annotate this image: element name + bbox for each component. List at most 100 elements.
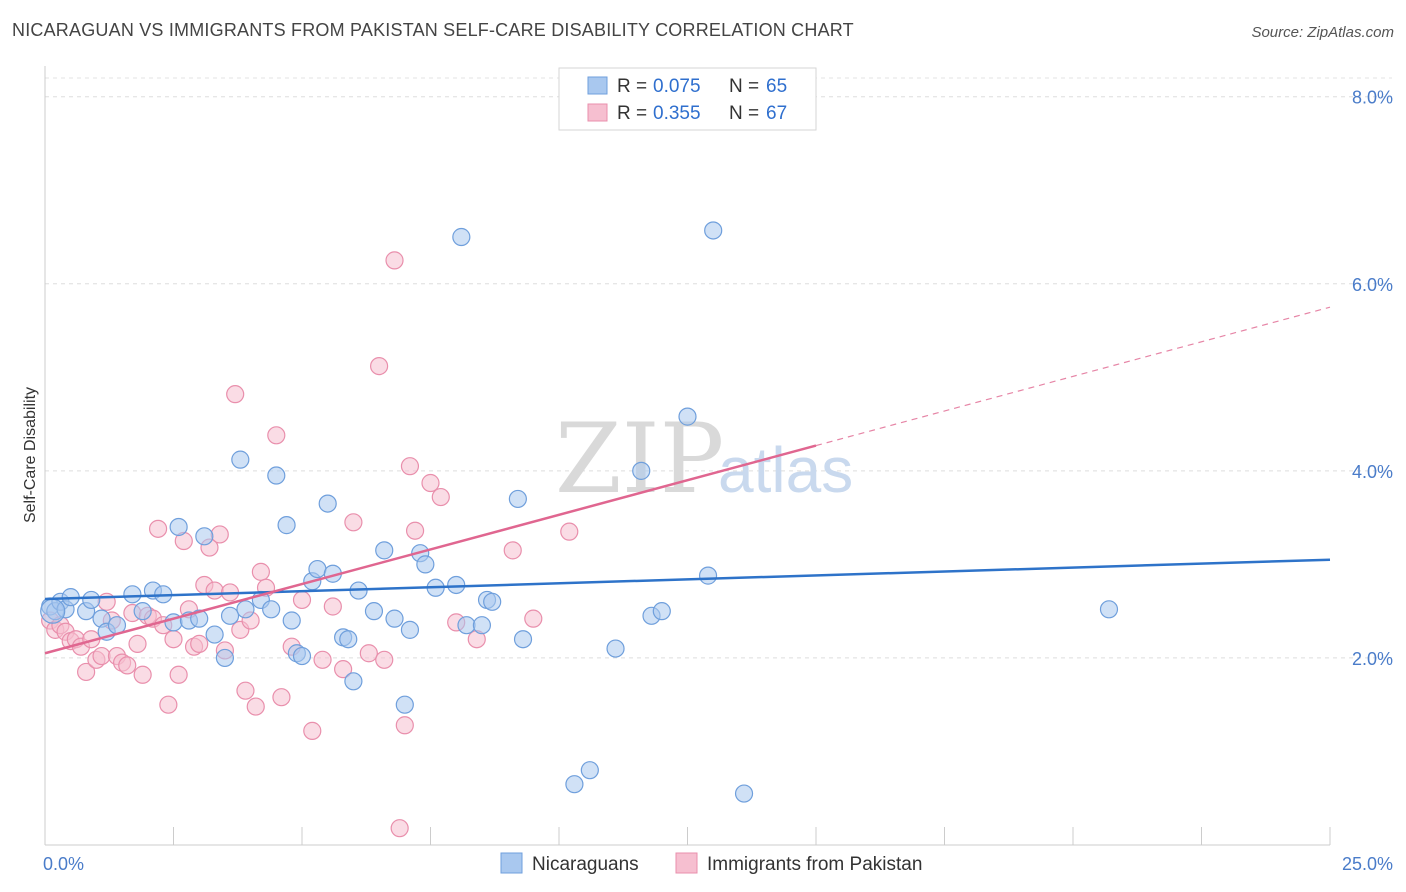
pakistan-point-10 (92, 646, 111, 666)
legend-r-label-1: R = (617, 76, 647, 97)
pakistan-point-25 (169, 665, 188, 684)
series-pakistan-points (41, 251, 579, 838)
pakistan-point-60 (421, 473, 440, 493)
nicaraguan-point-47 (447, 575, 466, 595)
legend-n-value-1: 65 (766, 76, 787, 97)
pakistan-point-44 (272, 688, 291, 707)
pakistan-point-18 (133, 665, 152, 684)
pakistan-point-48 (313, 650, 332, 669)
pakistan-point-64 (503, 541, 522, 560)
x-tick-label-1: 25.0% (1342, 854, 1393, 874)
pakistan-point-40 (246, 697, 265, 716)
nicaraguan-point-10 (123, 585, 142, 604)
nicaraguan-point-22 (231, 450, 250, 469)
top-legend: R = 0.075 N = 65 R = 0.355 N = 67 (558, 67, 817, 131)
y-axis-title: Self-Care Disability (22, 387, 39, 523)
nicaraguan-point-26 (267, 466, 286, 485)
nicaraguan-point-30 (292, 646, 312, 666)
pakistan-point-54 (375, 650, 394, 669)
pakistan-point-53 (370, 356, 389, 376)
nicaraguan-point-23 (236, 600, 255, 619)
pakistan-point-56 (390, 819, 409, 838)
nicaraguan-point-15 (169, 517, 188, 537)
nicaraguan-point-17 (190, 609, 209, 628)
nicaraguan-point-62 (698, 566, 718, 585)
pakistan-point-55 (385, 251, 404, 270)
pakistan-point-65 (524, 609, 543, 628)
y-tick-label-3: 8.0% (1352, 88, 1393, 108)
x-tick-labels: 0.0% 25.0% (43, 854, 1393, 874)
nicaraguan-point-28 (282, 611, 301, 630)
pakistan-point-59 (405, 521, 425, 540)
nicaraguan-point-65 (1099, 600, 1119, 619)
watermark-zip: ZIP (555, 403, 724, 515)
chart-source: Source: ZipAtlas.com (1251, 24, 1394, 41)
nicaraguan-point-54 (513, 630, 533, 649)
pakistan-point-47 (303, 721, 322, 740)
nicaraguan-point-63 (704, 221, 723, 240)
nicaraguan-point-25 (262, 600, 281, 619)
pakistan-point-46 (292, 590, 312, 610)
nicaraguan-point-41 (385, 609, 404, 628)
nicaraguan-point-21 (220, 606, 240, 625)
trend-line-nicaraguans (44, 558, 1331, 601)
pakistan-point-17 (128, 634, 147, 653)
pakistan-point-61 (431, 487, 450, 507)
pakistan-point-38 (236, 681, 255, 700)
gridlines (45, 77, 1392, 659)
nicaraguan-point-58 (632, 461, 651, 480)
pakistan-point-29 (190, 634, 209, 653)
pakistan-point-23 (159, 695, 178, 714)
pakistan-point-57 (395, 716, 414, 735)
nicaraguan-point-56 (580, 761, 599, 780)
pakistan-point-33 (210, 525, 229, 544)
trend-line-pakistan-extrapolated (815, 306, 1331, 447)
nicaraguan-point-50 (472, 616, 491, 635)
pakistan-point-15 (118, 656, 137, 675)
nicaraguan-point-61 (678, 407, 697, 426)
pakistan-point-52 (359, 644, 378, 663)
nicaraguan-point-36 (339, 630, 358, 649)
pakistan-point-50 (334, 660, 353, 679)
bottom-legend-swatch-blue (500, 852, 523, 874)
bottom-legend-swatch-pink (675, 852, 698, 874)
nicaraguan-point-37 (344, 672, 363, 691)
nicaraguan-point-27 (277, 516, 296, 535)
legend-r-label-2: R = (617, 103, 647, 124)
nicaraguan-point-64 (734, 784, 754, 803)
nicaraguan-point-52 (483, 592, 502, 611)
nicaraguan-point-49 (457, 616, 476, 635)
nicaraguan-cluster-point (40, 598, 66, 624)
nicaraguan-point-39 (364, 602, 384, 621)
legend-n-value-2: 67 (766, 103, 787, 124)
legend-r-value-2: 0.355 (653, 103, 701, 124)
y-tick-label-1: 4.0% (1352, 462, 1393, 482)
nicaraguan-point-33 (318, 494, 337, 513)
pakistan-point-24 (164, 630, 183, 649)
pakistan-point-58 (400, 457, 420, 476)
pakistan-point-49 (323, 597, 342, 616)
pakistan-point-21 (148, 519, 168, 538)
legend-swatch-blue (587, 76, 608, 95)
legend-r-value-1: 0.075 (653, 76, 701, 97)
nicaraguan-point-32 (308, 559, 327, 579)
x-tick-label-0: 0.0% (43, 854, 84, 874)
bottom-legend: Nicaraguans Immigrants from Pakistan (500, 852, 922, 875)
watermark-atlas: atlas (718, 434, 853, 506)
bottom-legend-label-pakistan: Immigrants from Pakistan (707, 854, 922, 875)
nicaraguan-point-60 (652, 602, 671, 621)
nicaraguan-point-6 (82, 590, 101, 610)
trend-line-pakistan (44, 444, 817, 655)
nicaraguan-point-19 (205, 625, 224, 644)
nicaraguan-point-55 (565, 775, 584, 794)
nicaraguan-point-57 (606, 639, 625, 658)
legend-n-label-1: N = (729, 76, 759, 97)
bottom-legend-label-nicaraguans: Nicaraguans (532, 854, 639, 875)
y-tick-label-2: 6.0% (1352, 275, 1393, 295)
nicaraguan-point-11 (133, 602, 152, 621)
nicaraguan-point-42 (395, 695, 414, 714)
nicaraguan-point-40 (375, 541, 394, 560)
trend-lines (44, 306, 1331, 655)
pakistan-point-36 (226, 385, 245, 404)
